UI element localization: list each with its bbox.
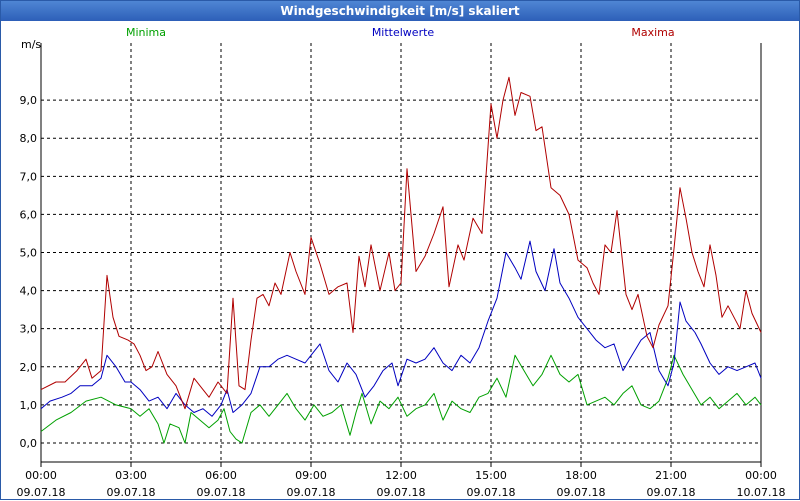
series-line-maxima: [40, 76, 762, 410]
x-tick-date: 09.07.18: [17, 486, 66, 499]
y-tick-label: 8,0: [20, 132, 38, 145]
x-tick-date: 09.07.18: [557, 486, 606, 499]
y-tick-label: 4,0: [20, 285, 38, 298]
x-tick-time: 03:00: [115, 469, 147, 482]
y-tick-label: 3,0: [20, 323, 38, 336]
x-tick-date: 10.07.18: [737, 486, 786, 499]
x-tick-time: 21:00: [655, 469, 687, 482]
y-tick-label: 1,0: [20, 399, 38, 412]
y-axis-label: m/s: [21, 38, 41, 51]
x-tick-date: 09.07.18: [647, 486, 696, 499]
x-tick-time: 09:00: [295, 469, 327, 482]
x-tick-date: 09.07.18: [107, 486, 156, 499]
x-tick-date: 09.07.18: [287, 486, 336, 499]
window-title: Windgeschwindigkeit [m/s] skaliert: [1, 1, 799, 21]
y-tick-label: 7,0: [20, 170, 38, 183]
legend-item-mittelwerte: Mittelwerte: [372, 26, 435, 39]
x-tick-labels: 00:00 09.07.18 03:00 09.07.18 06:00 09.07.18 0…: [17, 469, 786, 499]
x-tick-time: 12:00: [385, 469, 417, 482]
series-line-minima: [40, 354, 762, 444]
chart-svg: 0,0 1,0 2,0 3,0 4,0 5,0 6,0 7,0 8,0 9,0 00:00 09.0…: [17, 26, 786, 499]
x-tick-date: 09.07.18: [197, 486, 246, 499]
legend-item-maxima: Maxima: [631, 26, 674, 39]
gridlines: [41, 43, 761, 462]
legend-item-minima: Minima: [126, 26, 166, 39]
series-lines: [40, 76, 762, 444]
y-tick-label: 6,0: [20, 208, 38, 221]
axes: [40, 43, 762, 467]
y-tick-label: 9,0: [20, 94, 38, 107]
y-tick-labels: 0,0 1,0 2,0 3,0 4,0 5,0 6,0 7,0 8,0 9,0: [20, 94, 38, 450]
x-tick-time: 00:00: [745, 469, 777, 482]
y-tick-label: 2,0: [20, 361, 38, 374]
x-tick-date: 09.07.18: [467, 486, 516, 499]
x-tick-time: 15:00: [475, 469, 507, 482]
y-tick-label: 5,0: [20, 247, 38, 260]
x-tick-time: 00:00: [25, 469, 57, 482]
y-tick-label: 0,0: [20, 437, 38, 450]
x-tick-time: 06:00: [205, 469, 237, 482]
series-line-mittelwerte: [40, 240, 762, 417]
x-tick-date: 09.07.18: [377, 486, 426, 499]
legend: Minima Mittelwerte Maxima: [126, 26, 675, 39]
x-tick-time: 18:00: [565, 469, 597, 482]
